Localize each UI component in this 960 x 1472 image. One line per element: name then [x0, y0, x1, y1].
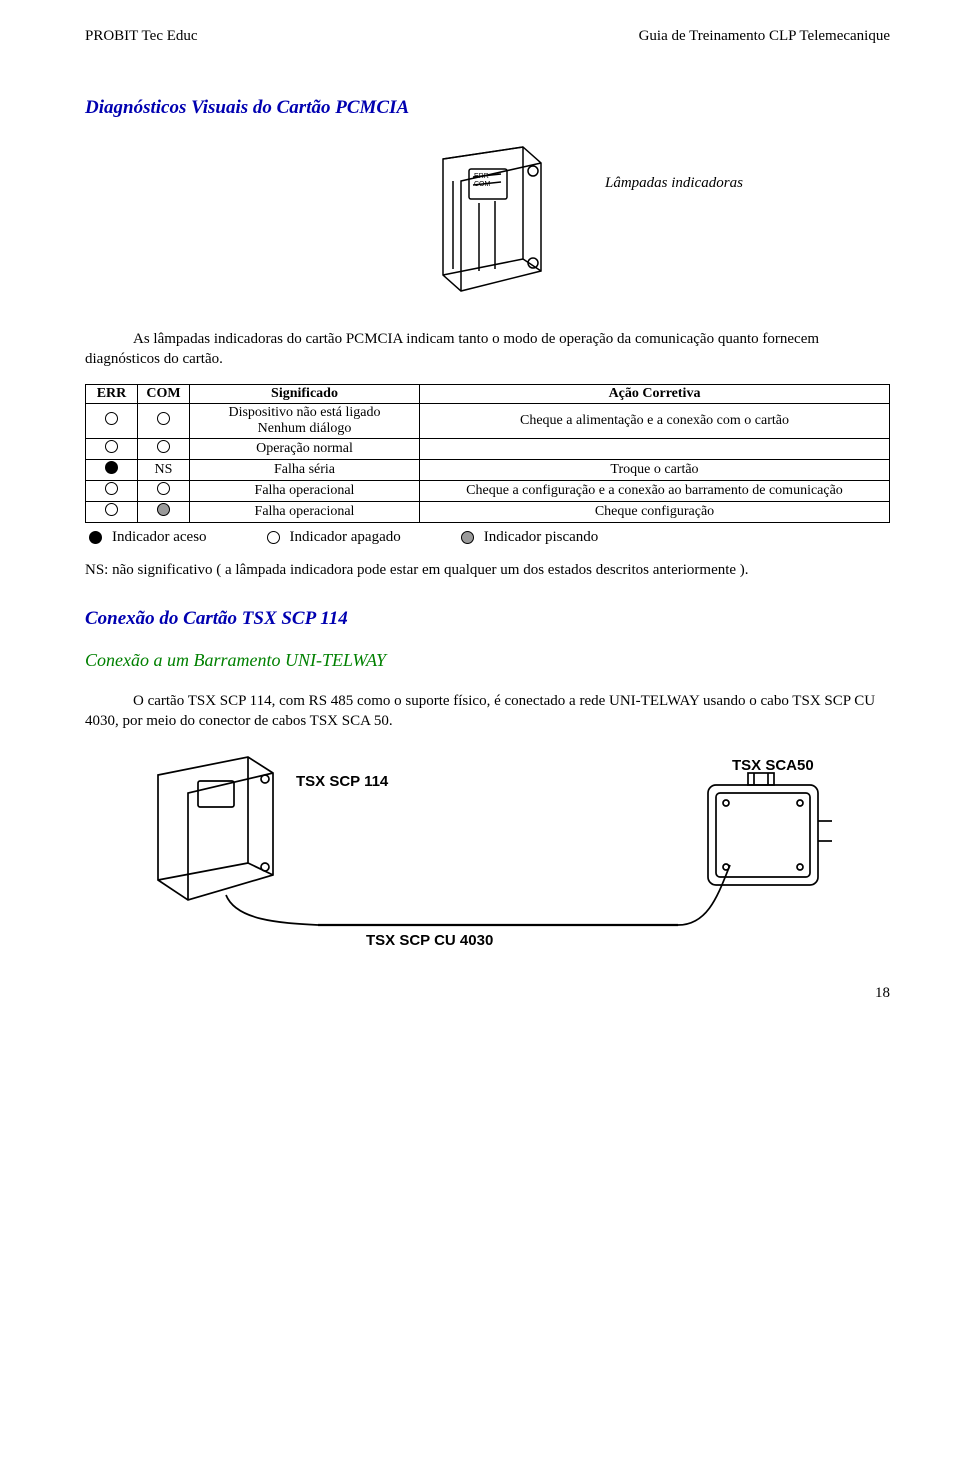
svg-text:COM: COM: [474, 181, 491, 188]
section-title-connection: Conexão do Cartão TSX SCP 114: [85, 608, 890, 630]
led-open-icon: [267, 531, 280, 544]
cell-act: Cheque a alimentação e a conexão com o c…: [420, 403, 890, 438]
cell-sig: Falha operacional: [190, 480, 420, 501]
cell-act: Troque o cartão: [420, 459, 890, 480]
led-indicator-icon: [105, 482, 118, 495]
intro-paragraph: As lâmpadas indicadoras do cartão PCMCIA…: [85, 329, 890, 370]
pcmcia-card-drawing: ERR COM: [383, 141, 593, 301]
svg-text:ERR: ERR: [474, 173, 489, 180]
fig2-label-box: TSX SCA50: [732, 757, 814, 774]
led-indicator-icon: [157, 412, 170, 425]
legend-label: Indicador piscando: [484, 529, 599, 546]
section-title-diagnostics: Diagnósticos Visuais do Cartão PCMCIA: [85, 97, 890, 119]
th-err: ERR: [86, 384, 138, 403]
legend-apagado: Indicador apagado: [267, 529, 401, 546]
legend-row: Indicador aceso Indicador apagado Indica…: [85, 529, 890, 546]
led-indicator-icon: [105, 412, 118, 425]
cell-act: Cheque configuração: [420, 501, 890, 522]
led-indicator-icon: [105, 461, 118, 474]
led-filled-icon: [89, 531, 102, 544]
cell-act: Cheque a configuração e a conexão ao bar…: [420, 480, 890, 501]
fig2-label-card: TSX SCP 114: [296, 773, 389, 790]
table-row: NS Falha séria Troque o cartão: [86, 459, 890, 480]
cell-ns: NS: [138, 459, 190, 480]
table-header-row: ERR COM Significado Ação Corretiva: [86, 384, 890, 403]
figure-pcmcia-card: ERR COM Lâmpadas indicadoras: [85, 141, 890, 311]
cell-sig: Falha séria: [190, 459, 420, 480]
table-row: Falha operacional Cheque configuração: [86, 501, 890, 522]
ns-note: NS: não significativo ( a lâmpada indica…: [85, 560, 890, 580]
fig2-label-cable: TSX SCP CU 4030: [366, 932, 493, 949]
led-indicator-icon: [157, 482, 170, 495]
page-number: 18: [85, 985, 890, 1002]
header-left: PROBIT Tec Educ: [85, 28, 198, 45]
diagnostics-table: ERR COM Significado Ação Corretiva Dispo…: [85, 384, 890, 523]
cell-act: [420, 438, 890, 459]
legend-label: Indicador aceso: [112, 529, 207, 546]
led-indicator-icon: [105, 440, 118, 453]
figure-caption-lamps: Lâmpadas indicadoras: [605, 175, 743, 192]
led-indicator-icon: [157, 503, 170, 516]
led-indicator-icon: [157, 440, 170, 453]
figure-connection-diagram: TSX SCP 114 TSX SCP CU 4030 TSX SCA50: [85, 745, 890, 975]
legend-aceso: Indicador aceso: [89, 529, 207, 546]
led-gray-icon: [461, 531, 474, 544]
table-row: Falha operacional Cheque a configuração …: [86, 480, 890, 501]
header-right: Guia de Treinamento CLP Telemecanique: [639, 28, 890, 45]
cell-sig: Dispositivo não está ligado Nenhum diálo…: [190, 403, 420, 438]
table-row: Operação normal: [86, 438, 890, 459]
cell-sig: Falha operacional: [190, 501, 420, 522]
table-row: Dispositivo não está ligado Nenhum diálo…: [86, 403, 890, 438]
th-com: COM: [138, 384, 190, 403]
led-indicator-icon: [105, 503, 118, 516]
legend-label: Indicador apagado: [290, 529, 401, 546]
cell-sig: Operação normal: [190, 438, 420, 459]
connection-drawing: TSX SCP 114 TSX SCP CU 4030 TSX SCA50: [118, 745, 858, 965]
page-header: PROBIT Tec Educ Guia de Treinamento CLP …: [85, 28, 890, 45]
th-act: Ação Corretiva: [420, 384, 890, 403]
subsection-title-unitelway: Conexão a um Barramento UNI-TELWAY: [85, 650, 890, 671]
connection-paragraph: O cartão TSX SCP 114, com RS 485 como o …: [85, 691, 890, 732]
th-sig: Significado: [190, 384, 420, 403]
legend-piscando: Indicador piscando: [461, 529, 599, 546]
